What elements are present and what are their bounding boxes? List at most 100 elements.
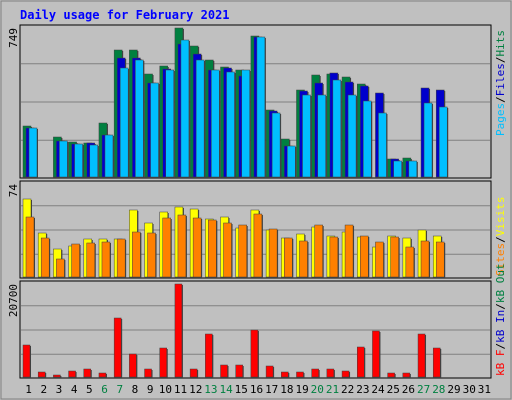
bar-kbytes-day-11 [174,283,183,378]
bar-sites-day-12 [192,217,202,278]
bar-sites-day-5 [86,242,96,278]
x-tick-label: 25 [387,383,400,396]
x-tick-label: 11 [174,383,187,396]
bar-kbytes-day-24 [372,330,380,378]
bar-kbytes-day-6 [98,372,107,378]
bar-kbytes-day-12 [189,368,198,378]
bar-sites-day-26 [405,246,415,278]
x-tick-label: 20 [311,383,324,396]
y-max-label: 74 [7,184,20,198]
bar-sites-day-23 [360,235,369,278]
x-tick-label: 10 [159,383,172,396]
bar-pages-day-18 [287,145,296,178]
legend-entry: kB Out [494,263,507,303]
legend-entry: / [494,343,507,350]
x-tick-label: 23 [356,383,369,396]
bar-sites-day-25 [390,236,399,278]
y-max-label: 749 [7,28,20,48]
bar-kbytes-day-10 [159,347,167,378]
x-tick-label: 27 [417,383,430,396]
bar-pages-day-27 [423,102,433,178]
x-tick-label: 17 [265,383,278,396]
bar-sites-day-8 [132,231,141,278]
bar-kbytes-day-22 [341,370,350,378]
legend-entry: kB In [494,310,507,343]
bar-sites-day-7 [116,238,126,278]
bar-sites-day-18 [284,237,293,278]
x-tick-label: 8 [132,383,139,396]
bar-sites-day-22 [344,224,354,278]
bar-kbytes-day-5 [83,368,92,378]
bar-sites-day-13 [208,219,217,278]
bar-sites-day-28 [435,241,445,278]
bar-sites-day-14 [223,222,232,278]
x-tick-label: 24 [371,383,385,396]
bar-kbytes-day-9 [144,368,152,378]
legend-entry: Visits [494,197,507,237]
bar-sites-day-21 [329,236,339,278]
x-tick-label: 29 [447,383,460,396]
x-tick-label: 14 [219,383,233,396]
bar-pages-day-15 [241,69,250,178]
bar-kbytes-day-27 [417,333,426,378]
bar-pages-day-21 [332,79,342,178]
bar-sites-day-11 [177,214,187,278]
x-tick-label: 9 [147,383,154,396]
bar-kbytes-day-17 [265,365,274,378]
bar-pages-day-4 [74,143,83,178]
x-tick-label: 31 [478,383,491,396]
chart-title: Daily usage for February 2021 [20,8,230,22]
x-tick-label: 7 [116,383,123,396]
x-tick-label: 3 [56,383,63,396]
bar-pages-day-25 [393,160,402,178]
x-tick-label: 12 [189,383,202,396]
bar-kbytes-day-3 [53,374,61,378]
bar-pages-day-17 [271,112,281,178]
bar-pages-day-10 [165,69,174,178]
bar-sites-day-4 [71,243,80,278]
bar-sites-day-16 [253,213,263,278]
bar-kbytes-day-28 [432,347,441,378]
bar-pages-day-5 [89,144,99,178]
bar-pages-day-3 [59,140,68,178]
bar-pages-day-28 [438,106,448,178]
bar-sites-day-19 [299,240,308,278]
x-tick-label: 16 [250,383,263,396]
legend: Sites/Visits [494,197,507,277]
x-tick-label: 4 [71,383,78,396]
bar-pages-day-19 [302,94,311,178]
bar-kbytes-day-23 [357,346,365,378]
bar-kbytes-day-13 [205,333,213,378]
bar-pages-day-26 [408,160,418,178]
x-tick-label: 15 [235,383,248,396]
legend: kB F/kB In/kB Out [494,263,507,376]
x-tick-label: 1 [25,383,32,396]
x-tick-label: 30 [463,383,476,396]
bar-sites-day-17 [268,228,278,278]
legend-entry: Files [494,63,507,96]
legend-entry: / [494,57,507,64]
bar-pages-day-7 [119,67,129,178]
legend-entry: / [494,96,507,103]
bar-sites-day-9 [147,232,156,278]
bar-sites-day-24 [375,241,384,278]
bar-sites-day-15 [238,224,247,278]
bar-sites-day-2 [40,237,50,278]
x-tick-label: 5 [86,383,93,396]
legend: Pages/Files/Hits [494,30,507,136]
bar-pages-day-14 [226,71,235,178]
x-tick-label: 19 [295,383,308,396]
bar-kbytes-day-25 [387,372,395,378]
bar-sites-day-6 [101,241,111,278]
bar-pages-day-8 [135,59,144,178]
x-tick-label: 22 [341,383,354,396]
bar-kbytes-day-2 [37,371,46,378]
y-max-label: 20700 [7,284,20,317]
bar-kbytes-day-18 [281,371,289,378]
bar-kbytes-day-14 [220,364,228,378]
bar-sites-day-3 [56,258,65,278]
bar-pages-day-24 [378,112,387,178]
